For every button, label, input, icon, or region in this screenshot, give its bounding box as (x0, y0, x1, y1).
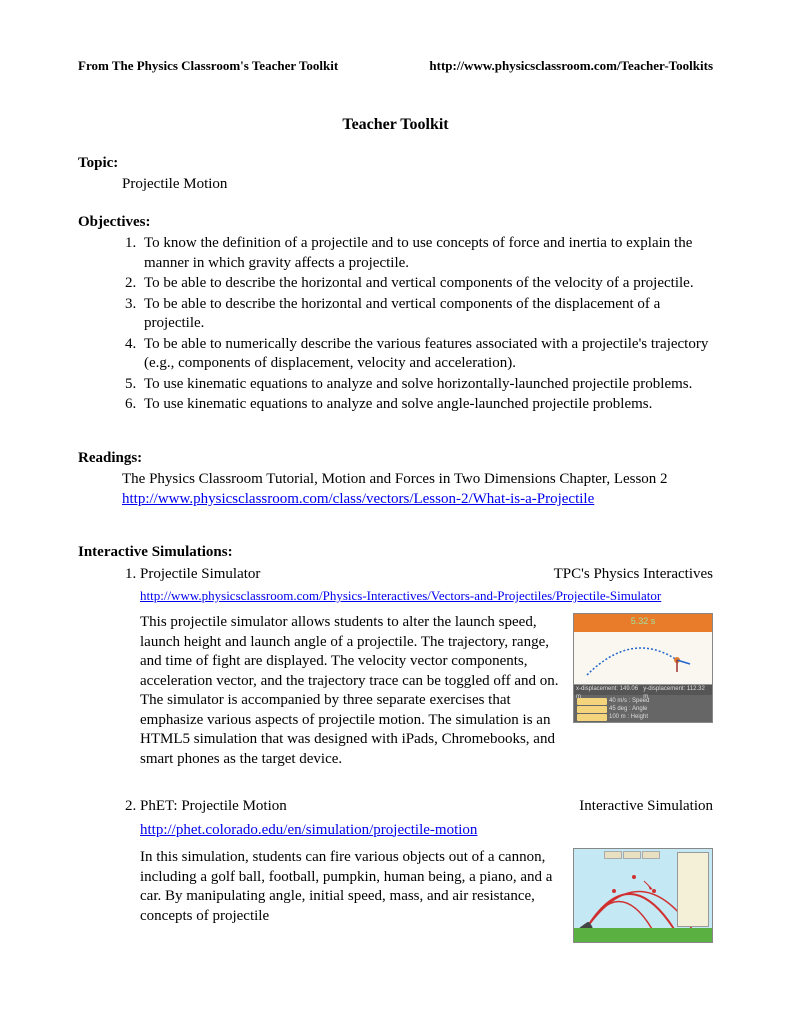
simulations-heading: Interactive Simulations: (78, 543, 713, 563)
page-title: Teacher Toolkit (78, 115, 713, 136)
sim-thumbnail: 5.32 s x-displacement: 149.06 m y-d (573, 613, 713, 769)
thumb-ctrl-label: 45 deg : Angle (609, 706, 709, 714)
topic-value: Projectile Motion (122, 175, 713, 195)
simulation-item: PhET: Projectile Motion Interactive Simu… (140, 797, 713, 943)
thumb-info-right: y-displacement: 112.32 m (643, 686, 710, 694)
sim-title: PhET: Projectile Motion (140, 797, 287, 817)
sim-link[interactable]: http://www.physicsclassroom.com/Physics-… (140, 588, 713, 605)
simulation-item: Projectile Simulator TPC's Physics Inter… (140, 565, 713, 769)
readings-heading: Readings: (78, 449, 713, 469)
readings-text: The Physics Classroom Tutorial, Motion a… (122, 470, 713, 490)
objective-item: To be able to describe the horizontal an… (140, 274, 713, 294)
objective-item: To use kinematic equations to analyze an… (140, 395, 713, 415)
objective-item: To know the definition of a projectile a… (140, 234, 713, 273)
objective-item: To be able to numerically describe the v… (140, 335, 713, 374)
sim-source: TPC's Physics Interactives (554, 565, 713, 585)
sim-description: In this simulation, students can fire va… (140, 848, 561, 943)
simulations-list: Projectile Simulator TPC's Physics Inter… (122, 565, 713, 943)
objective-item: To be able to describe the horizontal an… (140, 295, 713, 334)
thumb-ctrl-label: 100 m : Height (609, 714, 709, 722)
objectives-heading: Objectives: (78, 213, 713, 233)
readings-link[interactable]: http://www.physicsclassroom.com/class/ve… (122, 491, 594, 507)
header-right: http://www.physicsclassroom.com/Teacher-… (429, 58, 713, 75)
objectives-list: To know the definition of a projectile a… (122, 234, 713, 415)
sim-thumbnail (573, 848, 713, 943)
header-left: From The Physics Classroom's Teacher Too… (78, 58, 338, 75)
objective-item: To use kinematic equations to analyze an… (140, 375, 713, 395)
thumb-info-left: x-displacement: 149.06 m (576, 686, 643, 694)
topic-heading: Topic: (78, 154, 713, 174)
trajectory-icon (582, 640, 702, 680)
thumb-time-label: 5.32 s (631, 616, 656, 628)
sim-link[interactable]: http://phet.colorado.edu/en/simulation/p… (140, 821, 713, 841)
sim-source: Interactive Simulation (579, 797, 713, 817)
sim-title: Projectile Simulator (140, 565, 260, 585)
thumb-ctrl-label: 40 m/s : Speed (609, 698, 709, 706)
sim-description: This projectile simulator allows student… (140, 613, 561, 769)
